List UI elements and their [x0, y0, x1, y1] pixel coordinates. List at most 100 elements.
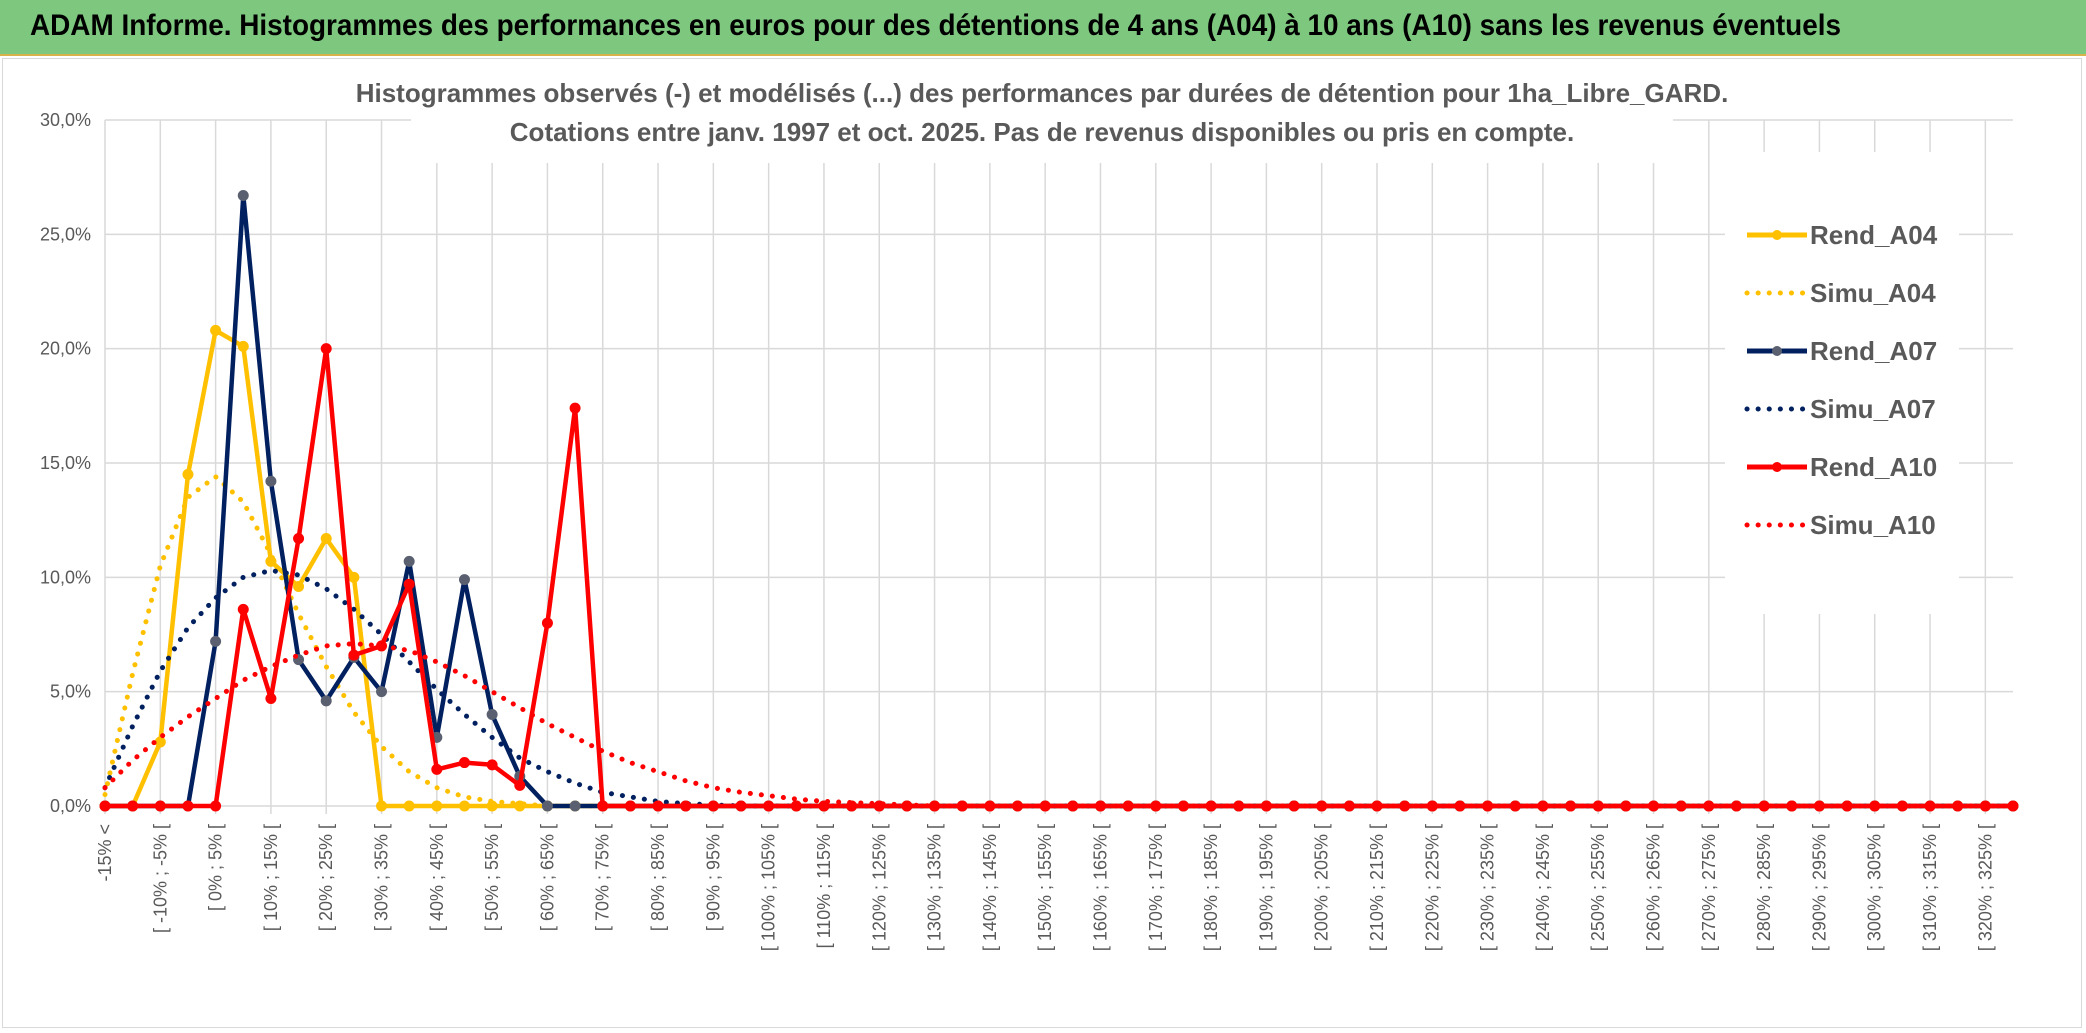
x-tick-label: [ 200% ; 205% [	[1312, 824, 1332, 951]
y-tick-label: 5,0%	[50, 682, 91, 702]
data-point-Rend_A04	[210, 324, 222, 336]
x-tick-label: [ 30% ; 35% [	[372, 824, 392, 931]
x-tick-label: [ 70% ; 75% [	[593, 824, 613, 931]
data-point-Rend_A07	[320, 695, 332, 707]
chart-title-background	[411, 61, 1673, 163]
x-tick-label: [ 170% ; 175% [	[1146, 824, 1166, 951]
data-point-Rend_A10	[182, 800, 194, 812]
x-tick-label: [ 230% ; 235% [	[1478, 824, 1498, 951]
header-bar: ADAM Informe. Histogrammes des performan…	[0, 0, 2086, 56]
data-point-Rend_A10	[431, 763, 443, 775]
data-point-Rend_A04	[376, 800, 388, 812]
x-tick-label: [ -10% ; -5% [	[150, 824, 170, 933]
data-point-Rend_A07	[265, 475, 277, 487]
histogram-chart: 0,0% 5,0% 10,0% 15,0% 20,0% 25,0% 30,0% -15% <…	[40, 61, 2019, 951]
data-point-Rend_A10	[99, 800, 111, 812]
data-point-Rend_A07	[541, 800, 553, 812]
legend-background	[1725, 152, 1959, 614]
data-point-Rend_A10	[154, 800, 166, 812]
chart-title: Histogrammes observés (-) et modélisés (…	[356, 78, 1729, 147]
page-title: ADAM Informe. Histogrammes des performan…	[30, 9, 1842, 42]
x-tick-label: [ 140% ; 145% [	[980, 824, 1000, 951]
legend-marker-Rend_A10	[1772, 462, 1782, 472]
data-point-Rend_A10	[790, 800, 802, 812]
legend-marker-Rend_A04	[1772, 230, 1782, 240]
y-axis: 0,0% 5,0% 10,0% 15,0% 20,0% 25,0% 30,0%	[40, 110, 91, 816]
data-point-Rend_A04	[458, 800, 470, 812]
legend-label-Rend_A04: Rend_A04	[1810, 220, 1938, 250]
x-tick-label: [ 130% ; 135% [	[925, 824, 945, 951]
x-tick-label: [ 150% ; 155% [	[1035, 824, 1055, 951]
legend-marker-Rend_A07	[1772, 346, 1782, 356]
data-point-Rend_A04	[182, 468, 194, 480]
data-point-Rend_A10	[210, 800, 222, 812]
data-point-Rend_A04	[403, 800, 415, 812]
y-tick-label: 20,0%	[40, 339, 91, 359]
x-tick-label: [ 240% ; 245% [	[1533, 824, 1553, 951]
x-tick-label: [ 50% ; 55% [	[482, 824, 502, 931]
data-point-Rend_A07	[210, 635, 222, 647]
x-tick-label: [ 220% ; 225% [	[1422, 824, 1442, 951]
legend-label-Simu_A07: Simu_A07	[1810, 394, 1936, 424]
data-point-Rend_A07	[237, 189, 249, 201]
data-point-Rend_A04	[293, 580, 305, 592]
x-tick-label: [ 110% ; 115% [	[814, 824, 834, 948]
y-tick-label: 30,0%	[40, 110, 91, 130]
x-tick-label: [ 310% ; 315% [	[1920, 824, 1940, 951]
x-tick-label: [ 270% ; 275% [	[1699, 824, 1719, 951]
x-axis: -15% < [ -10% ; -5% [[ 0% ; 5% [[ 10% ; 1…	[95, 824, 1995, 951]
chart-title-line: Histogrammes observés (-) et modélisés (…	[356, 78, 1729, 108]
data-point-Rend_A10	[127, 800, 139, 812]
data-point-Rend_A10	[707, 800, 719, 812]
y-tick-label: 10,0%	[40, 567, 91, 587]
data-point-Rend_A04	[348, 571, 360, 583]
y-tick-label: 15,0%	[40, 453, 91, 473]
series-group	[99, 189, 2019, 812]
x-tick-label: [ 100% ; 105% [	[759, 824, 779, 951]
x-tick-label: [ 60% ; 65% [	[537, 824, 557, 931]
x-tick-label: [ 90% ; 95% [	[703, 824, 723, 931]
x-tick-label: [ 190% ; 195% [	[1256, 824, 1276, 951]
legend-label-Simu_A10: Simu_A10	[1810, 510, 1936, 540]
data-point-Rend_A10	[293, 532, 305, 544]
x-tick-label: [ 210% ; 215% [	[1367, 824, 1387, 951]
data-point-Rend_A10	[597, 800, 609, 812]
x-tick-label: [ 0% ; 5% [	[206, 824, 226, 911]
data-point-Rend_A07	[376, 686, 388, 698]
x-tick-label: [ 40% ; 45% [	[427, 824, 447, 931]
x-tick-label: [ 160% ; 165% [	[1090, 824, 1110, 951]
legend-label-Rend_A10: Rend_A10	[1810, 452, 1937, 482]
x-tick-label: [ 180% ; 185% [	[1201, 824, 1221, 951]
legend-label-Simu_A04: Simu_A04	[1810, 278, 1936, 308]
chart-title-line: Cotations entre janv. 1997 et oct. 2025.…	[510, 117, 1574, 147]
data-point-Rend_A10	[486, 759, 498, 771]
data-point-Rend_A07	[458, 574, 470, 586]
data-point-Rend_A10	[735, 800, 747, 812]
legend-label-Rend_A07: Rend_A07	[1810, 336, 1937, 366]
data-point-Rend_A10	[320, 343, 332, 355]
y-tick-label: 0,0%	[50, 796, 91, 816]
data-point-Rend_A10	[514, 779, 526, 791]
legend: Rend_A04 Simu_A04 Rend_A07 Simu_A07 Rend_A10…	[1725, 152, 1959, 614]
data-point-Rend_A07	[486, 709, 498, 721]
data-point-Rend_A04	[154, 736, 166, 748]
x-tick-label: [ 20% ; 25% [	[316, 824, 336, 931]
data-point-Rend_A10	[348, 649, 360, 661]
data-point-Rend_A10	[652, 800, 664, 812]
x-tick-label: [ 300% ; 305% [	[1865, 824, 1885, 951]
series-line-Simu_A10	[102, 641, 2016, 809]
data-point-Rend_A10	[458, 757, 470, 769]
y-tick-label: 25,0%	[40, 224, 91, 244]
data-point-Rend_A10	[763, 800, 775, 812]
data-point-Rend_A04	[320, 532, 332, 544]
data-point-Rend_A10	[403, 578, 415, 590]
data-point-Rend_A10	[541, 617, 553, 629]
data-point-Rend_A04	[237, 340, 249, 352]
data-point-Rend_A10	[237, 603, 249, 615]
data-point-Rend_A10	[569, 402, 581, 414]
chart-title-backing	[411, 61, 1673, 163]
x-tick-label: [ 290% ; 295% [	[1809, 824, 1829, 951]
data-point-Rend_A10	[680, 800, 692, 812]
x-tick-label: [ 320% ; 325% [	[1975, 824, 1995, 951]
